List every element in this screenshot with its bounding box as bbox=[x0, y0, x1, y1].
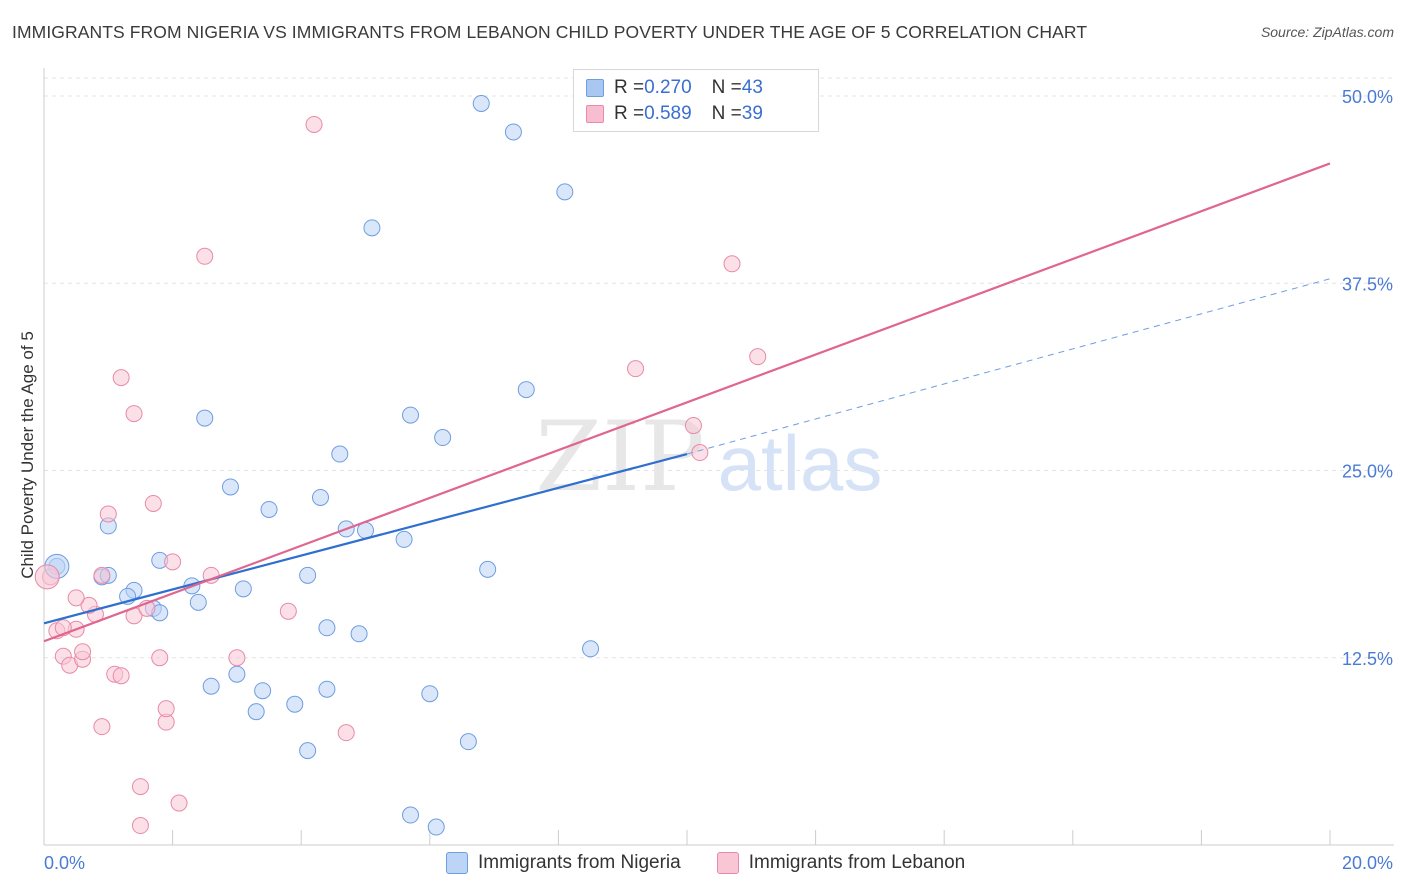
trend-line-nigeria-extension bbox=[686, 278, 1331, 455]
watermark-atlas: atlas bbox=[718, 419, 883, 507]
point-nigeria bbox=[311, 488, 329, 506]
point-nigeria bbox=[286, 695, 304, 713]
legend-label-lebanon: Immigrants from Lebanon bbox=[748, 852, 966, 873]
point-lebanon bbox=[684, 417, 702, 435]
point-lebanon bbox=[164, 553, 182, 571]
x-tick-label: 0.0% bbox=[44, 853, 85, 873]
point-nigeria bbox=[472, 94, 490, 112]
point-nigeria bbox=[260, 500, 278, 518]
legend-label-nigeria: Immigrants from Nigeria bbox=[478, 852, 681, 873]
y-tick-label: 25.0% bbox=[1342, 462, 1393, 482]
point-lebanon bbox=[627, 360, 645, 378]
trend-lines bbox=[43, 162, 1331, 643]
point-nigeria bbox=[363, 219, 381, 237]
point-lebanon bbox=[723, 255, 741, 273]
point-lebanon bbox=[93, 718, 111, 736]
point-lebanon bbox=[305, 115, 323, 133]
point-nigeria bbox=[582, 640, 600, 658]
trend-line-nigeria bbox=[43, 452, 688, 625]
point-nigeria bbox=[234, 580, 252, 598]
point-lebanon bbox=[279, 602, 297, 620]
legend-swatch-lebanon bbox=[716, 852, 739, 874]
x-tick-label: 20.0% bbox=[1342, 853, 1393, 873]
point-lebanon bbox=[112, 667, 130, 685]
point-lebanon bbox=[131, 817, 149, 835]
legend-swatch-nigeria bbox=[586, 79, 604, 97]
point-nigeria bbox=[196, 409, 214, 427]
y-tick-label: 37.5% bbox=[1342, 274, 1393, 294]
legend-n-label: N = bbox=[711, 77, 742, 98]
y-tick-label: 12.5% bbox=[1342, 649, 1393, 669]
legend-swatch-lebanon bbox=[586, 105, 604, 123]
legend-n-value: 39 bbox=[741, 103, 763, 124]
point-nigeria bbox=[350, 625, 368, 643]
legend-r-value: 0.270 bbox=[644, 77, 692, 98]
point-lebanon bbox=[131, 778, 149, 796]
y-tick-label: 50.0% bbox=[1342, 87, 1393, 107]
point-lebanon bbox=[337, 724, 355, 742]
point-lebanon bbox=[67, 589, 85, 607]
point-nigeria bbox=[189, 593, 207, 611]
series-legend: Immigrants from Nigeria Immigrants from … bbox=[446, 852, 1001, 874]
point-nigeria bbox=[459, 733, 477, 751]
legend-row-lebanon: R = 0.589 N = 39 bbox=[586, 102, 763, 126]
legend-row-nigeria: R = 0.270 N = 43 bbox=[586, 76, 763, 100]
legend-r-label: R = bbox=[614, 103, 645, 124]
point-lebanon bbox=[749, 348, 767, 366]
point-nigeria bbox=[517, 381, 535, 399]
legend-r-label: R = bbox=[614, 77, 645, 98]
point-lebanon bbox=[144, 494, 162, 512]
point-nigeria bbox=[299, 566, 317, 584]
axes bbox=[43, 68, 1394, 846]
point-lebanon bbox=[151, 649, 169, 667]
point-nigeria bbox=[504, 123, 522, 141]
tick-labels: 12.5% 25.0% 37.5% 50.0% 0.0% 20.0% bbox=[44, 87, 1393, 873]
legend-item-lebanon[interactable]: Immigrants from Lebanon bbox=[716, 852, 966, 874]
point-lebanon bbox=[691, 444, 709, 462]
point-lebanon bbox=[34, 564, 60, 590]
point-nigeria bbox=[402, 406, 420, 424]
legend-swatch-nigeria bbox=[446, 852, 468, 874]
chart-title: IMMIGRANTS FROM NIGERIA VS IMMIGRANTS FR… bbox=[12, 22, 1088, 42]
y-axis-label: Child Poverty Under the Age of 5 bbox=[18, 331, 37, 579]
point-nigeria bbox=[421, 685, 439, 703]
point-nigeria bbox=[434, 429, 452, 447]
point-nigeria bbox=[318, 619, 336, 637]
point-nigeria bbox=[318, 680, 336, 698]
legend-item-nigeria[interactable]: Immigrants from Nigeria bbox=[446, 852, 681, 874]
point-nigeria bbox=[395, 530, 413, 548]
point-nigeria bbox=[247, 703, 265, 721]
point-lebanon bbox=[112, 369, 130, 387]
point-nigeria bbox=[331, 445, 349, 463]
point-lebanon bbox=[157, 700, 175, 718]
legend-n-label: N = bbox=[711, 103, 742, 124]
trend-line-lebanon bbox=[43, 162, 1331, 643]
point-lebanon bbox=[125, 405, 143, 423]
point-nigeria bbox=[221, 478, 239, 496]
point-nigeria bbox=[202, 677, 220, 695]
point-nigeria bbox=[402, 806, 420, 824]
point-lebanon bbox=[228, 649, 246, 667]
point-nigeria bbox=[427, 818, 445, 836]
point-lebanon bbox=[170, 794, 188, 812]
point-nigeria bbox=[556, 183, 574, 201]
watermark: ZIP atlas bbox=[535, 401, 882, 513]
correlation-legend: R = 0.270 N = 43 R = 0.589 N = 39 bbox=[573, 69, 819, 132]
legend-n-value: 43 bbox=[741, 77, 763, 98]
chart-source: Source: ZipAtlas.com bbox=[1260, 24, 1394, 40]
point-nigeria bbox=[479, 560, 497, 578]
point-nigeria bbox=[228, 665, 246, 683]
point-nigeria bbox=[254, 682, 272, 700]
point-lebanon bbox=[196, 247, 214, 265]
point-nigeria bbox=[299, 742, 317, 760]
data-points bbox=[34, 94, 767, 836]
point-lebanon bbox=[99, 505, 117, 523]
legend-r-value: 0.589 bbox=[644, 103, 692, 124]
point-lebanon bbox=[93, 566, 111, 584]
point-lebanon bbox=[74, 643, 92, 661]
